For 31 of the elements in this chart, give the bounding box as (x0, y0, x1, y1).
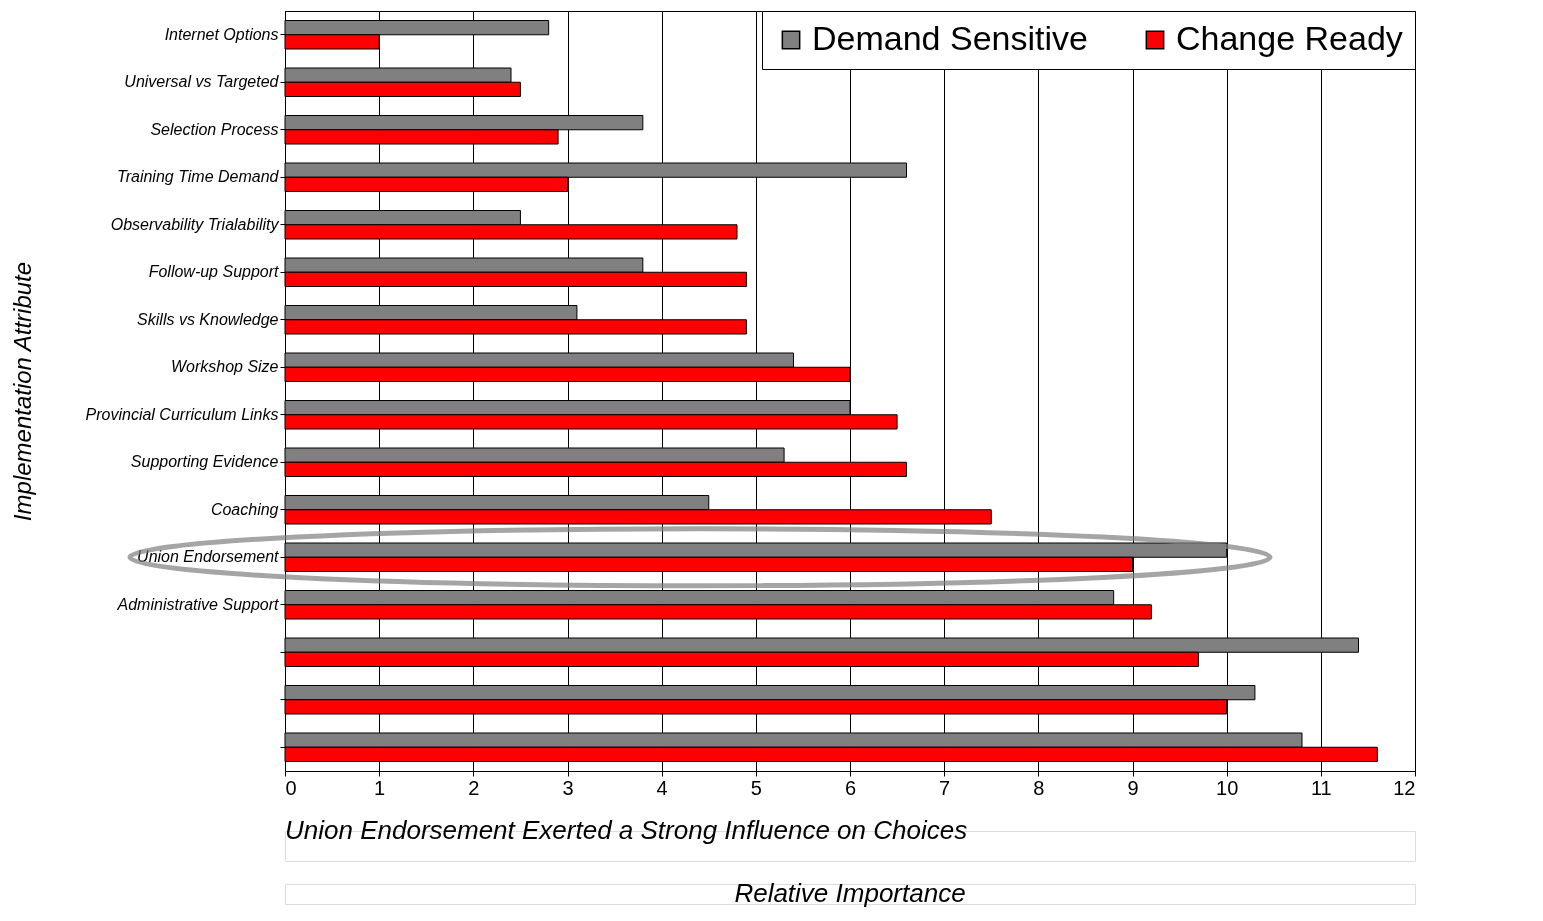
x-tick-label: 6 (844, 776, 857, 799)
y-tick-label: Provincial Curriculum Links (85, 405, 279, 423)
y-tick-label: Workshop Size (170, 358, 279, 376)
y-tick-label: Union Endorsement (137, 548, 280, 566)
x-tick-label: 11 (1310, 776, 1332, 799)
text: Union Endorsement Exerted a Strong Influence on Choices (285, 815, 968, 845)
legend-label: Change Ready (1176, 19, 1403, 57)
x-tick-label: 10 (1216, 776, 1239, 799)
x-axis-title: Relative Importance (734, 878, 966, 908)
x-tick-label: 3 (562, 776, 574, 799)
y-tick-label: Universal vs Targeted (124, 73, 280, 91)
x-tick-label: 5 (750, 776, 762, 799)
x-tick-label: 7 (939, 776, 951, 799)
x-tick-label: 12 (1393, 776, 1416, 799)
x-tick-label: 9 (1127, 776, 1139, 799)
y-tick-label: Selection Process (150, 120, 279, 138)
y-tick-label: Administrative Support (116, 595, 280, 613)
y-tick-label: Supporting Evidence (130, 453, 279, 471)
y-tick-label: Follow-up Support (148, 263, 280, 281)
x-tick-label: 0 (285, 776, 297, 799)
y-tick-label: Observability Trialability (110, 215, 280, 233)
x-tick-label: 2 (468, 776, 480, 799)
x-tick-label: 4 (656, 776, 668, 799)
y-tick-label: Coaching (210, 500, 279, 518)
x-tick-label: 1 (374, 776, 386, 799)
y-axis-title: Implementation Attribute (8, 261, 36, 522)
y-tick-label: Training Time Demand (117, 168, 280, 186)
x-tick-label: 8 (1033, 776, 1045, 799)
y-tick-label: Internet Options (164, 25, 279, 43)
y-tick-label: Skills vs Knowledge (137, 310, 279, 328)
legend-label: Demand Sensitive (812, 19, 1088, 57)
